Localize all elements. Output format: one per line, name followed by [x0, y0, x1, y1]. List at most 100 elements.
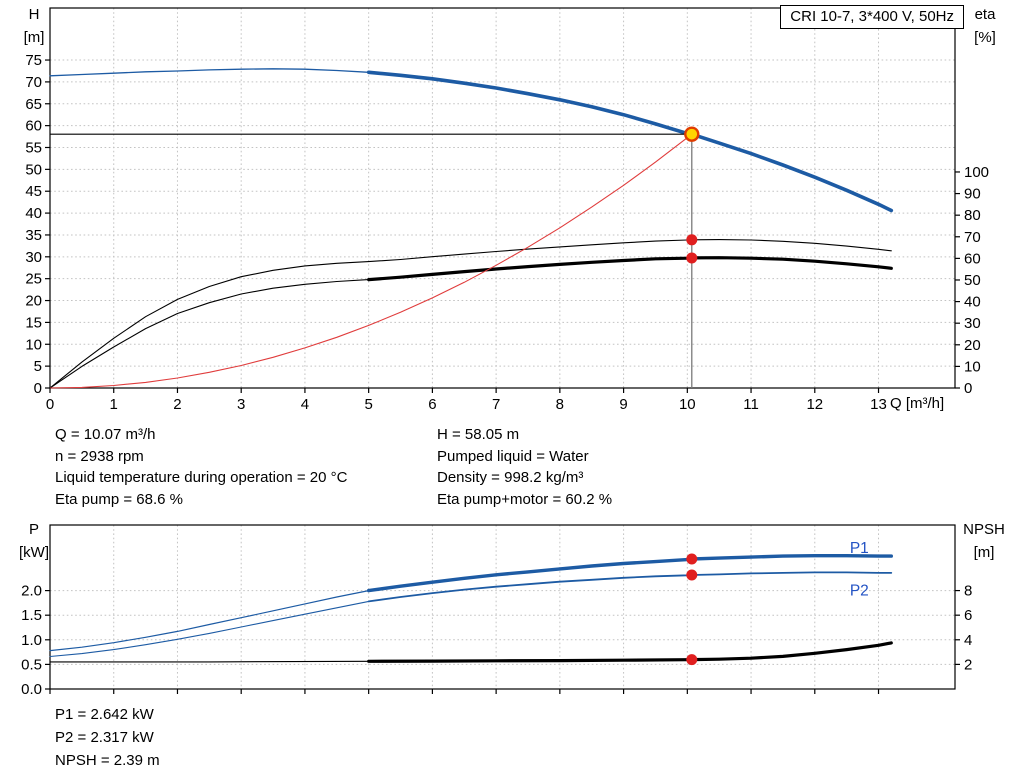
tick-label: 15: [25, 314, 42, 331]
duty-point-marker: [684, 126, 700, 142]
eta-pump-motor-text: Eta pump+motor = 60.2 %: [437, 491, 613, 509]
h-axis-label: H [m]: [16, 3, 52, 49]
p1-marker: [686, 553, 698, 565]
tick-label: 9: [619, 396, 627, 413]
q-axis-label: Q [m³/h]: [890, 395, 945, 412]
tick-label: 2: [964, 656, 972, 673]
eta-axis-symbol: eta: [974, 6, 996, 23]
tick-label: 10: [679, 396, 696, 413]
curve-H-curve-rated: [366, 70, 894, 213]
p-axis-label: P [kW]: [12, 518, 56, 564]
curve-eta-pump: [49, 239, 892, 389]
tick-label: 5: [364, 396, 372, 413]
tick-label: 3: [237, 396, 245, 413]
tick-label: P2: [850, 583, 869, 600]
eta-pump-marker: [686, 234, 698, 246]
tick-label: 0: [34, 380, 42, 397]
duty-info-right-column: H = 58.05 m Pumped liquid = Water Densit…: [437, 424, 612, 511]
tick-label: 8: [556, 396, 564, 413]
eta-axis-label: eta [%]: [963, 3, 1007, 49]
p-axis-unit: [kW]: [19, 544, 49, 561]
flow-rate-text: Q = 10.07 m³/h: [55, 426, 156, 443]
tick-label: 0.5: [21, 656, 42, 673]
plot-frame: [49, 7, 956, 389]
tick-label: 55: [25, 139, 42, 156]
tick-label: 7: [492, 396, 500, 413]
curve-P2: [49, 600, 370, 658]
tick-label: 25: [25, 271, 42, 288]
curve-P1-rated: [367, 554, 893, 593]
tick-label: 1.0: [21, 632, 42, 649]
head-text: H = 58.05 m: [437, 426, 520, 443]
tick-label: 65: [25, 96, 42, 113]
tick-label: 10: [964, 358, 981, 375]
curve-eta-pump-motor-rated: [367, 256, 893, 282]
p2-marker: [686, 569, 698, 581]
tick-label: 8: [964, 583, 972, 600]
curve-P2-rated: [367, 571, 893, 603]
npsh-axis-label: NPSH [m]: [956, 518, 1012, 564]
tick-label: 100: [964, 164, 989, 181]
npsh-marker: [686, 654, 698, 666]
tick-label: 40: [964, 294, 981, 311]
tick-label: 30: [25, 249, 42, 266]
head-efficiency-chart: 0510152025303540455055606570750102030405…: [25, 7, 989, 413]
eta-pump-text: Eta pump = 68.6 %: [55, 491, 183, 509]
power-npsh-chart: 0.0 0.5 1.0 1.5 2.0 2 4 6 8 P1 P2: [21, 524, 972, 698]
tick-label: 6: [428, 396, 436, 413]
plot-frame: [49, 524, 956, 690]
tick-label: 35: [25, 227, 42, 244]
h-axis-unit: [m]: [23, 29, 45, 46]
tick-label: 0.0: [21, 681, 42, 698]
curve-NPSH-rated: [367, 641, 893, 663]
tick-label: 5: [34, 358, 42, 375]
p1-text: P1 = 2.642 kW: [55, 706, 154, 723]
tick-label: 0: [964, 380, 972, 397]
eta-axis-unit: [%]: [974, 29, 996, 46]
tick-label: 60: [964, 250, 981, 267]
tick-label: 20: [964, 337, 981, 354]
tick-label: 30: [964, 315, 981, 332]
tick-label: P1: [850, 540, 869, 557]
tick-label: 2.0: [21, 583, 42, 600]
tick-label: 45: [25, 183, 42, 200]
tick-label: 13: [870, 396, 887, 413]
p-axis-symbol: P: [28, 521, 39, 538]
tick-label: 10: [25, 336, 42, 353]
tick-label: 40: [25, 205, 42, 222]
pump-model-title: CRI 10-7, 3*400 V, 50Hz: [780, 5, 964, 29]
npsh-axis-symbol: NPSH: [963, 521, 1005, 538]
tick-label: 1: [110, 396, 118, 413]
h-axis-symbol: H: [28, 6, 40, 23]
tick-label: 2: [173, 396, 181, 413]
tick-label: 4: [301, 396, 309, 413]
tick-label: 1.5: [21, 607, 42, 624]
curve-NPSH: [49, 660, 370, 663]
tick-label: 70: [964, 229, 981, 246]
tick-label: 0: [46, 396, 54, 413]
tick-label: 80: [964, 207, 981, 224]
liquid-temperature-text: Liquid temperature during operation = 20…: [55, 469, 348, 487]
tick-label: 12: [806, 396, 823, 413]
tick-label: 90: [964, 186, 981, 203]
duty-info-left-column: Q = 10.07 m³/h n = 2938 rpm Liquid tempe…: [55, 424, 347, 511]
density-text: Density = 998.2 kg/m³: [437, 469, 584, 487]
npsh-axis-unit: [m]: [973, 544, 995, 561]
curve-H-curve: [49, 68, 370, 77]
tick-label: 50: [964, 272, 981, 289]
pumped-liquid-text: Pumped liquid = Water: [437, 447, 589, 465]
tick-label: 20: [25, 293, 42, 310]
curve-system-curve: [49, 133, 693, 389]
power-npsh-info: P1 = 2.642 kW P2 = 2.317 kW NPSH = 2.39 …: [55, 703, 160, 773]
speed-text: n = 2938 rpm: [55, 447, 144, 465]
tick-label: 60: [25, 118, 42, 135]
curve-eta-pump-motor: [49, 279, 370, 389]
npsh-text: NPSH = 2.39 m: [55, 752, 160, 770]
tick-label: 11: [743, 396, 759, 413]
tick-label: 70: [25, 74, 42, 91]
tick-label: 6: [964, 607, 972, 624]
tick-label: 75: [25, 52, 42, 69]
tick-label: 4: [964, 632, 972, 649]
